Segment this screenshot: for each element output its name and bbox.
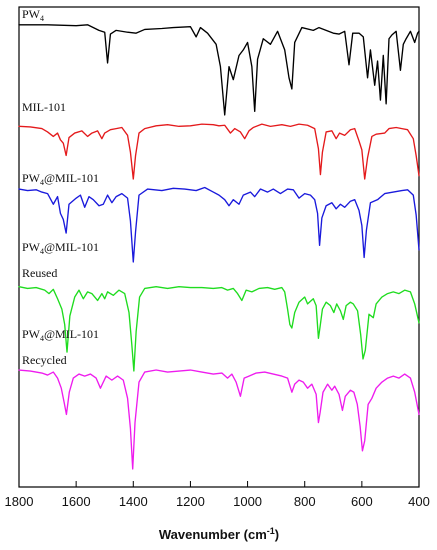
spectrum-line-1	[18, 24, 420, 116]
series-label-main-3: PW	[22, 171, 41, 185]
series-label-group: PW4MIL-101PW4@MIL-101PW4@MIL-101ReusedPW…	[22, 7, 99, 367]
series-label-subscript-4: 4	[40, 247, 44, 256]
x-axis-tick-label-800: 800	[294, 494, 316, 509]
series-label-tail-5: @MIL-101	[44, 327, 99, 341]
spectrum-line-2	[18, 123, 420, 180]
x-axis-tick-label-1800: 1800	[5, 494, 34, 509]
x-axis-title-superscript: -1	[267, 526, 275, 536]
x-axis-tick-label-1200: 1200	[176, 494, 205, 509]
x-axis: 1800 1600 1400 1200 1000 800 600 400	[5, 481, 430, 509]
series-label-line2-4: Reused	[22, 266, 57, 280]
x-axis-tick-labels: 1800 1600 1400 1200 1000 800 600 400	[5, 494, 430, 509]
series-label-subscript-1: 4	[40, 14, 44, 23]
series-label-tail-3: @MIL-101	[44, 171, 99, 185]
spectrum-line-4	[18, 286, 420, 372]
x-axis-tick-label-1000: 1000	[233, 494, 262, 509]
x-axis-title: Wavenumber (cm-1)	[159, 526, 279, 542]
series-label-tail-4: @MIL-101	[44, 240, 99, 254]
spectrum-line-5	[18, 369, 420, 470]
x-axis-tick-label-1600: 1600	[62, 494, 91, 509]
x-axis-tick-label-400: 400	[408, 494, 430, 509]
series-label-3: PW4@MIL-101	[22, 171, 99, 187]
x-axis-title-close: )	[275, 527, 279, 542]
spectrum-line-3	[18, 186, 420, 263]
series-label-1: PW4	[22, 7, 44, 23]
x-axis-ticks	[18, 481, 420, 487]
series-label-line2-5: Recycled	[22, 353, 67, 367]
x-axis-tick-label-1400: 1400	[119, 494, 148, 509]
series-label-subscript-5: 4	[40, 334, 44, 343]
series-label-2: MIL-101	[22, 100, 66, 114]
spectrum-series-group	[18, 24, 420, 470]
x-axis-tick-label-600: 600	[351, 494, 373, 509]
series-label-subscript-3: 4	[40, 178, 44, 187]
series-label-main-1: PW	[22, 7, 41, 21]
series-label-main-4: PW	[22, 240, 41, 254]
series-label-main-5: PW	[22, 327, 41, 341]
x-axis-title-main: Wavenumber (cm	[159, 527, 267, 542]
series-label-main-2: MIL-101	[22, 100, 66, 114]
series-label-4: PW4@MIL-101	[22, 240, 99, 256]
series-label-5: PW4@MIL-101	[22, 327, 99, 343]
